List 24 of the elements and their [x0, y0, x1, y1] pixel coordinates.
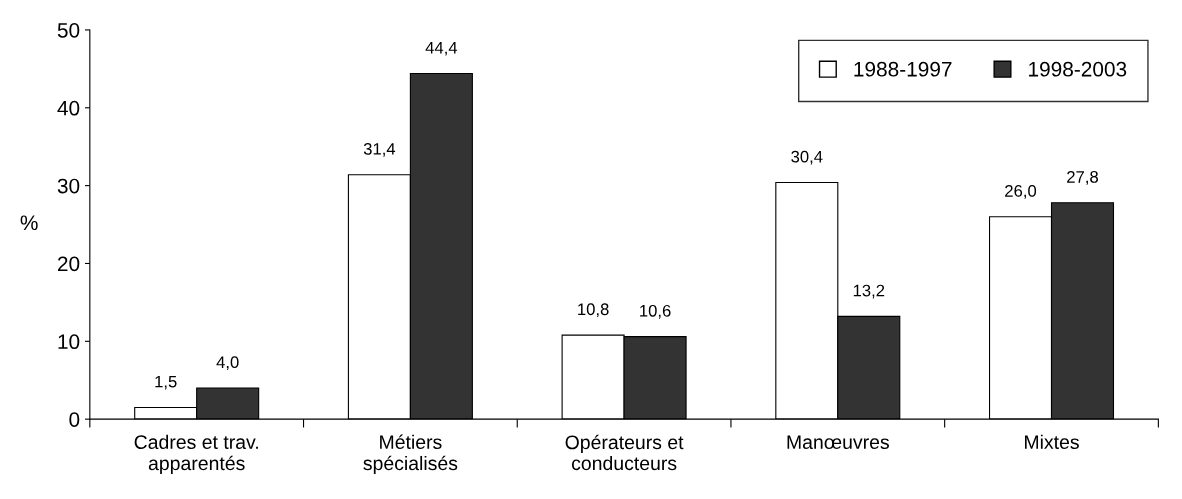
y-tick-label: 50 — [57, 22, 80, 38]
data-label: 4,0 — [216, 356, 239, 371]
y-tick-label: 20 — [57, 256, 80, 272]
data-label: 44,4 — [425, 41, 458, 56]
x-tick-label: Opérateurs et conducteurs — [565, 434, 684, 471]
y-tick-label: 40 — [57, 100, 80, 116]
data-label: 10,8 — [578, 303, 609, 318]
legend-label: 1988-1997 — [854, 61, 952, 77]
x-tick-label: Mixtes — [1025, 434, 1079, 450]
y-tick-label: 30 — [57, 178, 80, 194]
y-tick-label: 10 — [58, 334, 80, 350]
x-tick-label: Manœuvres — [787, 435, 889, 450]
data-label: 26,0 — [1005, 185, 1037, 199]
data-label: 1,5 — [155, 375, 177, 390]
x-tick-label: Cadres et trav. apparentés — [134, 434, 258, 475]
y-axis-title: % — [20, 215, 38, 231]
y-tick-label: 0 — [69, 412, 80, 427]
data-label: 31,4 — [363, 142, 396, 157]
data-label: 30,4 — [791, 150, 823, 165]
legend-label: 1998-2003 — [1029, 61, 1127, 77]
data-label: 27,8 — [1067, 170, 1098, 185]
data-label: 13,2 — [853, 284, 885, 299]
data-label: 10,6 — [640, 304, 671, 319]
x-tick-label: Métiers spécialisés — [363, 434, 458, 475]
